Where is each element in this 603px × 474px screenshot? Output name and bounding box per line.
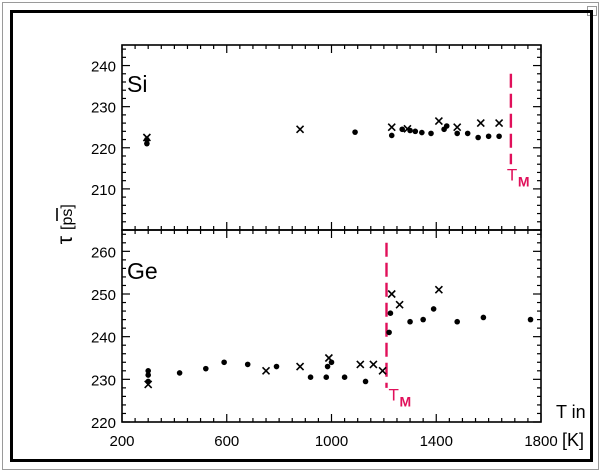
data-point-dot-ge	[454, 318, 461, 325]
data-point-cross-ge	[434, 285, 443, 294]
cross-stroke	[369, 360, 378, 369]
cross-stroke	[144, 380, 153, 389]
data-point-cross-ge	[395, 300, 404, 309]
melting-point-label-si: T	[507, 166, 517, 185]
y-axis-label-unit: [ps]	[59, 204, 76, 230]
data-point-dot-si	[144, 140, 150, 147]
data-point-dot-ge	[430, 306, 437, 312]
data-point-dot-ge	[407, 318, 413, 325]
data-point-dot-ge	[362, 378, 369, 385]
cross-stroke	[296, 125, 305, 134]
cross-stroke	[434, 285, 443, 294]
data-point-cross-si	[495, 119, 504, 128]
cross-stroke	[387, 289, 396, 299]
data-point-dot-si	[428, 130, 434, 137]
x-axis-unit: [K]	[562, 430, 584, 450]
x-tick-label: 1800	[524, 433, 557, 450]
data-point-dot-ge	[323, 374, 330, 381]
y-tick-label-si: 230	[91, 100, 116, 117]
data-point-cross-ge	[387, 289, 396, 299]
cross-stroke	[453, 123, 462, 132]
y-axis-label-symbol: τ	[54, 235, 77, 244]
data-point-dot-ge	[244, 361, 251, 368]
data-point-dot-ge	[221, 359, 227, 366]
data-point-cross-ge	[261, 366, 271, 375]
x-tick-label: 1400	[420, 433, 453, 450]
data-point-dot-ge	[203, 365, 209, 372]
panel-label-si: Si	[127, 71, 147, 97]
data-point-dot-si	[419, 129, 425, 136]
y-tick-label-ge: 240	[91, 330, 116, 347]
data-point-dot-ge	[420, 316, 426, 323]
data-point-dot-si	[399, 126, 406, 133]
data-point-cross-si	[142, 133, 151, 142]
cross-stroke	[142, 133, 151, 142]
data-point-dot-ge	[145, 372, 151, 378]
x-tick-label: 1000	[315, 433, 348, 450]
cross-stroke	[476, 119, 485, 128]
data-point-dot-ge	[341, 374, 348, 381]
data-point-dot-ge	[324, 363, 331, 370]
data-point-dot-ge	[176, 370, 183, 376]
data-point-dot-ge	[145, 368, 151, 374]
data-point-dot-si	[464, 130, 471, 137]
melting-point-subscript-si: M	[518, 174, 530, 190]
chart-frame	[10, 10, 593, 462]
data-point-dot-si	[388, 132, 395, 139]
x-axis-label: T in	[556, 402, 586, 422]
data-point-dot-si	[496, 133, 502, 140]
x-tick-label: 200	[109, 433, 134, 450]
cross-stroke	[387, 123, 396, 132]
data-point-dot-si	[454, 130, 461, 137]
melting-point-label-ge: T	[388, 386, 398, 405]
cross-stroke	[395, 300, 404, 309]
y-tick-label-si: 240	[91, 59, 116, 76]
cross-stroke	[495, 119, 504, 128]
y-tick-label-ge: 220	[91, 415, 116, 432]
data-point-cross-ge	[324, 353, 333, 363]
cross-stroke	[356, 360, 365, 369]
data-point-dot-si	[485, 133, 492, 140]
cross-stroke	[296, 362, 305, 371]
data-point-cross-si	[387, 123, 396, 132]
data-point-dot-ge	[273, 363, 280, 370]
data-point-cross-ge	[144, 380, 153, 389]
outer-frame	[2, 2, 599, 470]
data-point-dot-ge	[387, 310, 394, 317]
data-point-dot-ge	[307, 374, 314, 381]
data-point-cross-ge	[356, 360, 365, 369]
data-point-dot-ge	[328, 359, 335, 366]
data-point-dot-si	[412, 128, 419, 135]
data-point-cross-ge	[378, 366, 387, 375]
y-tick-label-ge: 260	[91, 244, 116, 261]
y-axis-label: τ [ps]	[54, 204, 77, 244]
cross-stroke	[403, 124, 412, 133]
panel-label-ge: Ge	[127, 258, 158, 284]
data-point-dot-ge	[480, 314, 487, 321]
y-tick-label-si: 220	[91, 141, 116, 158]
y-tick-label-si: 210	[91, 182, 116, 199]
data-point-dot-si	[352, 129, 358, 135]
data-point-cross-ge	[296, 362, 305, 371]
cross-stroke	[378, 366, 387, 375]
data-point-dot-si	[443, 123, 450, 129]
data-point-dot-ge	[386, 329, 392, 336]
panel-box-ge	[121, 229, 542, 423]
y-tick-label-ge: 230	[91, 372, 116, 389]
data-point-dot-si	[475, 134, 481, 141]
melting-point-subscript-ge: M	[399, 394, 411, 410]
y-tick-label-ge: 250	[91, 287, 116, 304]
data-point-cross-si	[434, 116, 443, 126]
data-point-cross-si	[296, 125, 305, 134]
cross-stroke	[261, 366, 271, 375]
data-point-cross-ge	[369, 360, 378, 369]
data-point-dot-ge	[527, 316, 534, 323]
data-point-cross-si	[476, 119, 485, 128]
x-tick-label: 600	[214, 433, 239, 450]
data-point-cross-si	[453, 123, 462, 132]
cross-stroke	[434, 116, 443, 126]
cross-stroke	[324, 353, 333, 363]
data-point-cross-si	[403, 124, 412, 133]
